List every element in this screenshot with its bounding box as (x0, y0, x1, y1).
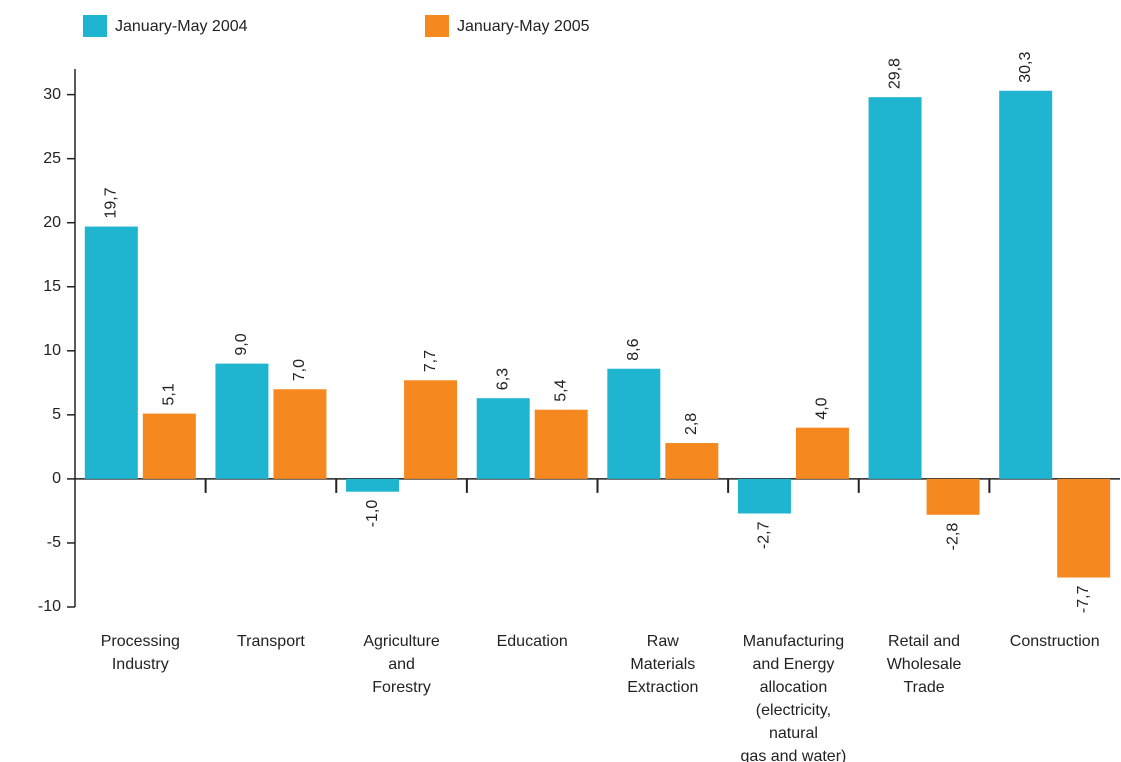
y-tick-label: 10 (43, 342, 61, 359)
bar (795, 427, 849, 479)
bar (1057, 478, 1111, 578)
y-tick-label: 15 (43, 278, 61, 295)
x-tick-label: Raw Materials Extraction (627, 633, 699, 696)
bar (476, 398, 530, 479)
legend-swatch (425, 15, 449, 37)
value-label: 30,3 (1017, 52, 1034, 83)
x-tick-label: Manufacturing and Energy allocation (ele… (740, 633, 847, 762)
bar (999, 90, 1053, 479)
x-tick-label: Construction (1009, 633, 1100, 650)
y-tick-label: 0 (52, 470, 61, 487)
bar (737, 478, 791, 514)
bar (273, 389, 327, 479)
value-label: 19,7 (103, 187, 120, 218)
value-label: 6,3 (494, 368, 511, 390)
y-tick-label: 5 (52, 406, 61, 423)
x-tick-label: Retail and Wholesale Trade (886, 633, 962, 696)
y-tick-label: -5 (47, 534, 61, 551)
bar (142, 413, 196, 479)
value-label: 7,7 (422, 350, 439, 372)
y-tick-label: 25 (43, 150, 61, 167)
bar (215, 363, 269, 479)
y-tick-label: 20 (43, 214, 61, 231)
bar (926, 478, 980, 515)
legend-label: January-May 2004 (115, 18, 248, 35)
value-label: -2,8 (944, 523, 961, 551)
value-label: -7,7 (1075, 585, 1092, 613)
y-tick-label: -10 (38, 598, 61, 615)
bar (404, 380, 458, 479)
value-label: 5,4 (552, 379, 569, 401)
legend-label: January-May 2005 (457, 18, 590, 35)
value-label: -2,7 (756, 521, 773, 549)
bar (84, 226, 138, 479)
bar (868, 97, 922, 479)
value-label: 7,0 (291, 359, 308, 381)
bar (607, 368, 661, 479)
value-label: 9,0 (233, 333, 250, 355)
legend-swatch (83, 15, 107, 37)
value-label: 4,0 (814, 397, 831, 419)
bar (665, 443, 719, 479)
x-tick-label: Education (496, 633, 568, 650)
x-tick-label: Processing Industry (100, 633, 180, 673)
value-label: 29,8 (886, 58, 903, 89)
value-label: 2,8 (683, 413, 700, 435)
x-tick-label: Transport (237, 633, 305, 650)
value-label: -1,0 (364, 500, 381, 528)
bar (534, 409, 588, 479)
y-tick-label: 30 (43, 86, 61, 103)
bar (346, 478, 400, 492)
value-label: 8,6 (625, 338, 642, 360)
value-label: 5,1 (161, 383, 178, 405)
x-tick-label: Agriculture and Forestry (363, 633, 440, 696)
